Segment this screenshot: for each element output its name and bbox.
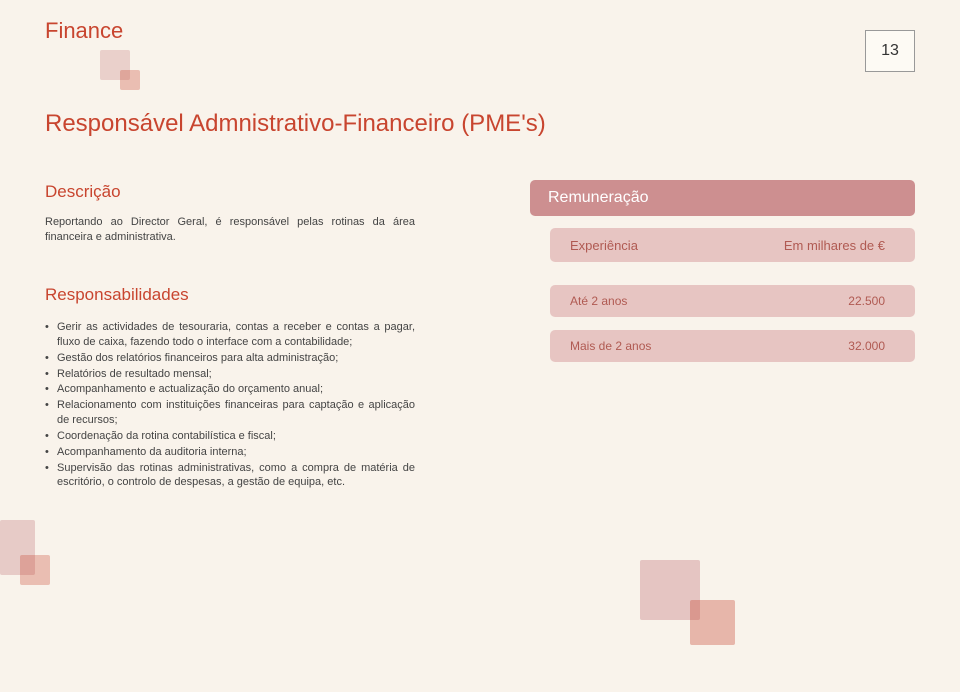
row-experience: Até 2 anos xyxy=(570,294,627,308)
responsibility-item: Coordenação da rotina contabilística e f… xyxy=(45,429,415,444)
page-title: Responsável Admnistrativo-Financeiro (PM… xyxy=(45,110,546,138)
description-label: Descrição xyxy=(45,182,121,202)
remuneration-row: Até 2 anos 22.500 xyxy=(550,285,915,317)
responsibility-item: Relatórios de resultado mensal; xyxy=(45,367,415,382)
responsibilities-label: Responsabilidades xyxy=(45,285,189,305)
remuneration-row: Mais de 2 anos 32.000 xyxy=(550,330,915,362)
responsibility-item: Acompanhamento e actualização do orçamen… xyxy=(45,382,415,397)
remuneration-header: Remuneração xyxy=(530,180,915,216)
responsibility-item: Gestão dos relatórios financeiros para a… xyxy=(45,351,415,366)
experience-header-row: Experiência Em milhares de € xyxy=(550,228,915,262)
category-label: Finance xyxy=(45,18,123,44)
responsibility-item: Gerir as actividades de tesouraria, cont… xyxy=(45,320,415,350)
unit-col-label: Em milhares de € xyxy=(784,238,885,253)
row-value: 22.500 xyxy=(848,294,885,308)
decorative-square xyxy=(690,600,735,645)
decorative-square xyxy=(20,555,50,585)
decorative-square xyxy=(120,70,140,90)
page-number: 13 xyxy=(865,30,915,72)
row-value: 32.000 xyxy=(848,339,885,353)
row-experience: Mais de 2 anos xyxy=(570,339,651,353)
responsibility-item: Relacionamento com instituições financei… xyxy=(45,398,415,428)
description-body: Reportando ao Director Geral, é responsá… xyxy=(45,215,415,245)
experience-col-label: Experiência xyxy=(570,238,638,253)
responsibility-item: Supervisão das rotinas administrativas, … xyxy=(45,461,415,491)
responsibilities-list: Gerir as actividades de tesouraria, cont… xyxy=(45,320,415,491)
responsibility-item: Acompanhamento da auditoria interna; xyxy=(45,445,415,460)
